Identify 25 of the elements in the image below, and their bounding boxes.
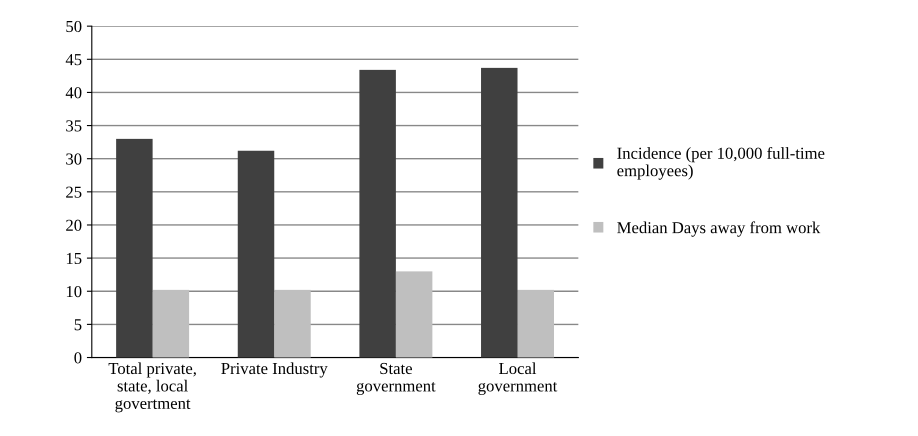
legend-label: Median Days away from work bbox=[617, 221, 820, 237]
y-tick-label: 45 bbox=[66, 54, 82, 66]
bar bbox=[359, 70, 396, 358]
bar bbox=[518, 290, 554, 358]
legend-label: Incidence (per 10,000 full-time employees) bbox=[617, 146, 824, 180]
y-tick-label: 15 bbox=[66, 252, 82, 264]
y-tick-label: 5 bbox=[74, 319, 82, 330]
bar bbox=[274, 290, 311, 358]
y-tick-label: 30 bbox=[66, 153, 82, 165]
y-tick-label: 50 bbox=[66, 20, 82, 32]
x-tick-label: Private Industry bbox=[221, 362, 328, 378]
y-tick-label: 0 bbox=[74, 352, 82, 364]
bar bbox=[396, 271, 432, 358]
y-tick-label: 20 bbox=[66, 220, 82, 231]
y-tick-label: 35 bbox=[66, 120, 82, 132]
x-tick-label: Local government bbox=[478, 362, 558, 395]
y-tick-label: 25 bbox=[66, 186, 82, 198]
x-tick-label: State government bbox=[356, 362, 436, 395]
bar bbox=[238, 150, 274, 358]
bar bbox=[152, 290, 190, 358]
x-tick-label: Total private, state, local govertment bbox=[108, 362, 196, 412]
y-tick-label: 40 bbox=[66, 87, 82, 98]
bar bbox=[481, 68, 518, 358]
bar bbox=[116, 138, 153, 358]
y-tick-label: 10 bbox=[66, 286, 82, 298]
